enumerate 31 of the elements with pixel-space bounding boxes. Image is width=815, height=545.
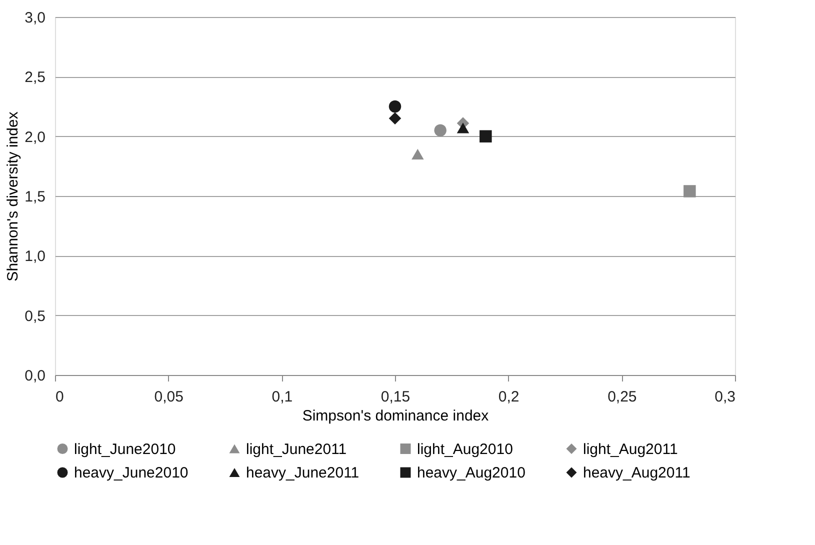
x-tick-label: 0,05: [154, 388, 184, 406]
y-tick-label: 1,5: [24, 188, 46, 206]
legend-label: heavy_June2010: [74, 464, 188, 482]
y-tick-label: 0,5: [24, 308, 46, 325]
x-tick-label: 0,15: [380, 388, 410, 406]
legend-label: light_Aug2010: [417, 440, 513, 458]
x-tick-label: 0,2: [498, 388, 520, 406]
x-tick-label: 0,25: [608, 388, 637, 406]
legend-label: light_Aug2011: [583, 440, 678, 458]
y-tick-label: 0,0: [24, 368, 46, 384]
x-tick-label: 0,1: [272, 388, 293, 406]
x-tick-label: 0,3: [714, 388, 736, 406]
point: [480, 130, 492, 142]
point: [388, 112, 402, 125]
legend-label: heavy_June2011: [246, 464, 360, 482]
x-tick-label: 0: [56, 388, 64, 406]
point: [684, 185, 696, 198]
point: [412, 148, 424, 160]
y-axis-title: Shannon's diversity index: [4, 111, 22, 282]
x-axis-title: Simpson's dominance index: [302, 408, 490, 424]
legend-label: light_June2011: [246, 440, 347, 458]
point: [434, 124, 446, 136]
legend-label: heavy_Aug2010: [417, 464, 526, 482]
legend-label: light_June2010: [74, 440, 176, 458]
point: [456, 122, 470, 134]
legend-label: heavy_Aug2011: [583, 464, 690, 482]
point: [388, 100, 402, 113]
y-tick-label: 2,0: [24, 128, 46, 146]
y-tick-label: 1,0: [24, 248, 46, 266]
y-tick-label: 2,5: [24, 69, 46, 86]
y-tick-label: 3,0: [24, 10, 46, 26]
